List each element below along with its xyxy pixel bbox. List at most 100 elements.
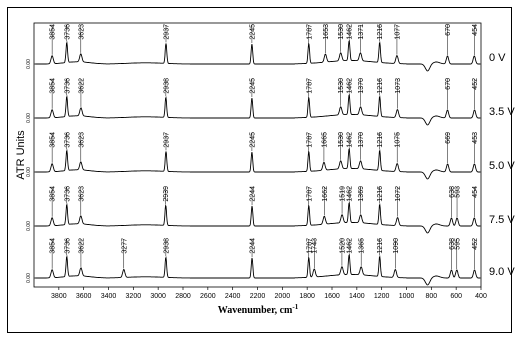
peak-label: 2245 (249, 78, 256, 94)
peak-label: 454 (472, 24, 479, 36)
peak-label: 1077 (394, 24, 401, 40)
peak-label: 2937 (163, 132, 170, 148)
peak-label: 2244 (250, 186, 257, 202)
peak-label: 3623 (78, 186, 85, 202)
peak-label: 2939 (163, 186, 170, 202)
figure-border (7, 7, 512, 333)
y-zero-label: 0.00 (26, 273, 32, 283)
peak-label: 3854 (50, 238, 57, 254)
peak-label: 638 (449, 238, 456, 250)
x-tick-label: 3200 (126, 293, 142, 300)
peak-label: 452 (472, 238, 479, 250)
peak-label: 3736 (64, 78, 71, 94)
x-tick-label: 1600 (324, 293, 340, 300)
peak-label: 593 (455, 186, 462, 198)
y-zero-label: 0.00 (26, 59, 32, 69)
plot-frame (33, 22, 482, 288)
peak-label: 1462 (347, 186, 354, 202)
peak-label: 1216 (377, 78, 384, 94)
x-tick-label: 600 (450, 293, 462, 300)
peak-label: 1665 (321, 132, 328, 148)
peak-label: 1743 (312, 238, 319, 254)
peak-label: 1371 (358, 24, 365, 40)
peak-label: 1462 (347, 132, 354, 148)
peak-label: 1369 (358, 186, 365, 202)
peak-label: 1787 (306, 24, 313, 40)
peak-label: 1462 (347, 238, 354, 254)
voltage-label: 9.0 V (489, 266, 515, 278)
x-tick-label: 2600 (200, 293, 216, 300)
peak-label: 1787 (306, 78, 313, 94)
x-tick-label: 1800 (299, 293, 315, 300)
peak-label: 669 (445, 132, 452, 144)
peak-label: 1530 (338, 78, 345, 94)
peak-label: 1365 (359, 238, 366, 254)
spectrum-2: 0.00 3854 3736 3622 2938 2245 1787 1530 1462 1370… (26, 78, 515, 126)
peak-label: 3622 (78, 238, 85, 254)
peak-label: 1530 (338, 24, 345, 40)
x-tick-label: 1200 (374, 293, 390, 300)
peak-label: 3854 (50, 186, 57, 202)
peak-label: 3736 (64, 186, 71, 202)
x-tick-label: 800 (425, 293, 437, 300)
peak-label: 3854 (50, 132, 57, 148)
peak-label: 1787 (306, 238, 313, 254)
peak-label: 2244 (250, 238, 257, 254)
peak-label: 1787 (306, 132, 313, 148)
y-zero-label: 0.00 (26, 113, 32, 123)
peak-label: 1520 (339, 238, 346, 254)
peak-label: 1662 (322, 186, 329, 202)
peak-label: 1787 (306, 186, 313, 202)
peak-label: 3623 (78, 132, 85, 148)
peak-label: 638 (449, 186, 456, 198)
y-axis-label: ATR Units (15, 130, 27, 180)
y-zero-label: 0.00 (26, 167, 32, 177)
peak-label: 3854 (50, 24, 57, 40)
x-tick-label: 3600 (76, 293, 92, 300)
x-tick-label: 400 (475, 293, 487, 300)
x-tick-label: 2000 (275, 293, 291, 300)
peak-label: 2937 (163, 24, 170, 40)
x-tick-label: 1000 (399, 293, 415, 300)
peak-label: 3854 (50, 78, 57, 94)
peak-label: 2938 (163, 78, 170, 94)
spectrum-line-2 (35, 93, 481, 126)
y-zero-label: 0.00 (26, 221, 32, 231)
voltage-label: 5.0 V (489, 160, 515, 172)
peak-label: 1216 (377, 238, 384, 254)
peak-label: 1530 (338, 132, 345, 148)
peak-label: 1216 (377, 24, 384, 40)
x-tick-label: 2200 (250, 293, 266, 300)
x-tick-label: 3400 (101, 293, 117, 300)
peak-label: 1075 (395, 132, 402, 148)
spectrum-1: 0.00 3854 3736 3623 2937 2245 1787 1653 1530 1462… (26, 24, 506, 72)
peak-label: 2245 (249, 132, 256, 148)
spectrum-line-5 (35, 253, 481, 286)
peak-label: 1462 (347, 24, 354, 40)
x-axis-label-text: Wavenumber, cm (218, 305, 293, 316)
spectrum-3: 0.00 3854 3736 3623 2937 2245 1787 1665 1530 1462… (26, 132, 515, 180)
x-axis-label: Wavenumber, cm-1 (218, 303, 299, 316)
peak-label: 1519 (340, 186, 347, 202)
voltage-label: 0 V (489, 52, 506, 64)
peak-label: 452 (472, 78, 479, 90)
peak-label: 454 (472, 186, 479, 198)
peak-label: 3277 (121, 238, 128, 254)
peak-label: 453 (472, 132, 479, 144)
x-tick-label: 3800 (51, 293, 67, 300)
peak-label: 670 (445, 24, 452, 36)
peak-label: 3736 (64, 132, 71, 148)
peak-label: 1073 (395, 78, 402, 94)
peak-label: 670 (445, 78, 452, 90)
spectrum-line-1 (35, 39, 481, 72)
x-tick-label: 1400 (349, 293, 365, 300)
x-tick-label: 3000 (150, 293, 166, 300)
peak-label: 1462 (347, 78, 354, 94)
peak-label: 595 (454, 238, 461, 250)
voltage-label: 7.5 V (489, 214, 515, 226)
peak-label: 1090 (393, 238, 400, 254)
peak-label: 3736 (64, 238, 71, 254)
